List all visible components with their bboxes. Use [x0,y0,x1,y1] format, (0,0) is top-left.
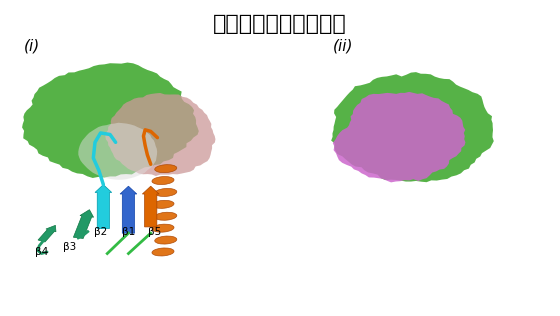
Polygon shape [78,123,157,180]
FancyArrow shape [142,186,159,227]
Text: β4: β4 [35,247,48,257]
Polygon shape [22,63,199,178]
Text: (i): (i) [24,39,40,54]
FancyArrow shape [73,210,94,239]
Ellipse shape [152,248,174,256]
FancyArrow shape [120,186,137,233]
Text: β1: β1 [122,227,135,237]
FancyArrow shape [95,185,111,228]
Ellipse shape [155,188,177,197]
Text: β2: β2 [94,227,107,237]
Ellipse shape [155,212,177,220]
Text: β3: β3 [63,242,76,252]
Polygon shape [333,92,465,182]
Polygon shape [331,72,494,182]
Text: (ii): (ii) [333,39,353,54]
Text: β5: β5 [148,227,161,237]
Ellipse shape [155,236,177,244]
Polygon shape [105,93,216,176]
FancyArrow shape [38,225,56,242]
Ellipse shape [152,200,174,208]
Ellipse shape [155,165,177,173]
Ellipse shape [152,224,174,232]
Text: 毒素との相互作用部位: 毒素との相互作用部位 [213,14,347,34]
Ellipse shape [152,177,174,185]
